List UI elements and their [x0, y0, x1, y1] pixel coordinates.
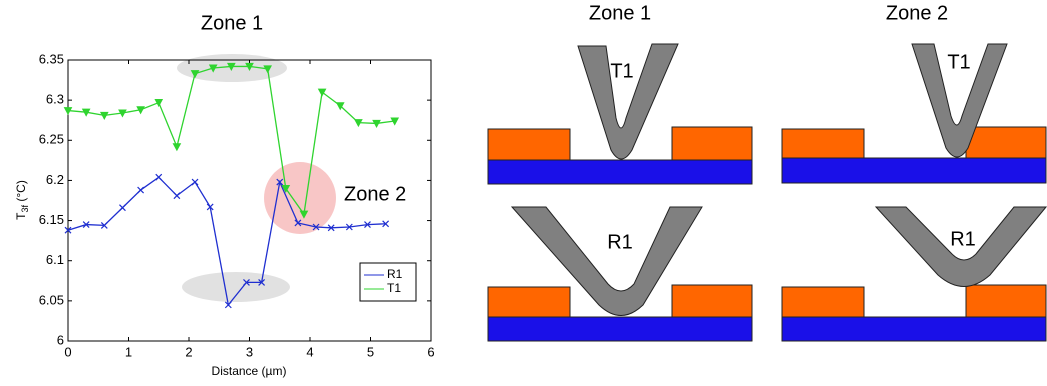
electrode	[965, 126, 1047, 160]
x-tick-label: 0	[64, 344, 71, 359]
marker	[136, 106, 145, 115]
marker	[64, 226, 72, 234]
substrate	[487, 159, 753, 185]
marker	[243, 278, 250, 286]
electrode	[671, 284, 753, 318]
tip-label: T1	[610, 60, 633, 82]
marker	[382, 220, 390, 228]
marker	[155, 173, 163, 181]
y-tick-label: 6.2	[46, 172, 64, 187]
marker	[82, 221, 90, 229]
legend-box	[359, 262, 417, 302]
marker	[245, 62, 254, 71]
marker	[154, 99, 164, 108]
marker	[191, 178, 199, 186]
electrode	[965, 284, 1047, 318]
y-tick-label: 6.25	[39, 132, 64, 147]
zone-title: Zone 2	[886, 2, 948, 24]
marker	[263, 65, 272, 74]
marker	[335, 102, 345, 111]
highlight	[182, 272, 290, 302]
tip	[510, 206, 703, 316]
marker	[81, 108, 91, 117]
tip-label: T1	[947, 51, 970, 73]
marker	[327, 224, 335, 232]
marker	[390, 117, 400, 126]
marker	[312, 223, 320, 231]
x-tick-label: 2	[185, 344, 192, 359]
tip	[577, 43, 679, 160]
marker	[372, 119, 381, 128]
marker	[354, 119, 363, 128]
y-axis-label-part: (°C)	[14, 180, 28, 205]
chart-title: Zone 1	[201, 12, 263, 34]
y-axis-label-part: 3f	[20, 204, 30, 212]
substrate	[781, 316, 1047, 342]
legend-label: T1	[387, 281, 401, 295]
tip-label: R1	[950, 228, 976, 250]
y-tick-label: 6.05	[39, 292, 64, 307]
x-tick-label: 6	[427, 344, 434, 359]
substrate	[487, 316, 753, 342]
tip-label: R1	[607, 231, 633, 253]
y-tick-label: 6.1	[46, 252, 64, 267]
marker	[208, 64, 218, 73]
x-axis-label: Distance (µm)	[212, 364, 287, 378]
tip	[874, 206, 1047, 287]
marker	[173, 192, 181, 200]
marker	[299, 210, 309, 219]
electrode	[781, 286, 865, 318]
marker	[224, 301, 232, 309]
x-tick-label: 4	[306, 344, 313, 359]
marker	[364, 221, 371, 229]
diagram	[487, 43, 1047, 342]
legend-label: R1	[387, 267, 403, 281]
marker	[137, 186, 145, 194]
marker	[317, 88, 327, 97]
y-tick-label: 6.15	[39, 212, 64, 227]
y-tick-label: 6.35	[39, 51, 64, 66]
y-tick-label: 6.3	[46, 92, 64, 107]
y-axis-label-part: T	[14, 212, 28, 220]
marker	[118, 109, 127, 118]
electrode	[487, 128, 571, 161]
electrode	[671, 126, 753, 161]
marker	[172, 143, 182, 152]
substrate	[781, 157, 1047, 184]
marker	[294, 219, 302, 227]
marker	[258, 278, 266, 286]
x-tick-label: 5	[367, 344, 374, 359]
marker	[276, 178, 284, 186]
electrode	[487, 286, 571, 318]
y-tick-label: 6	[57, 332, 64, 347]
electrode	[781, 128, 865, 160]
marker	[345, 223, 353, 231]
zone-title: Zone 1	[589, 2, 651, 24]
marker	[119, 204, 126, 212]
annotation: Zone 2	[344, 183, 406, 205]
marker	[227, 62, 236, 71]
y-axis-label: T3f (°C)	[14, 180, 30, 220]
x-tick-label: 1	[125, 344, 132, 359]
marker	[206, 203, 214, 211]
marker	[190, 70, 200, 79]
marker	[99, 111, 109, 120]
x-tick-label: 3	[246, 344, 253, 359]
tip	[911, 43, 1008, 158]
marker	[100, 221, 108, 229]
marker	[281, 184, 291, 194]
marker	[63, 107, 73, 116]
